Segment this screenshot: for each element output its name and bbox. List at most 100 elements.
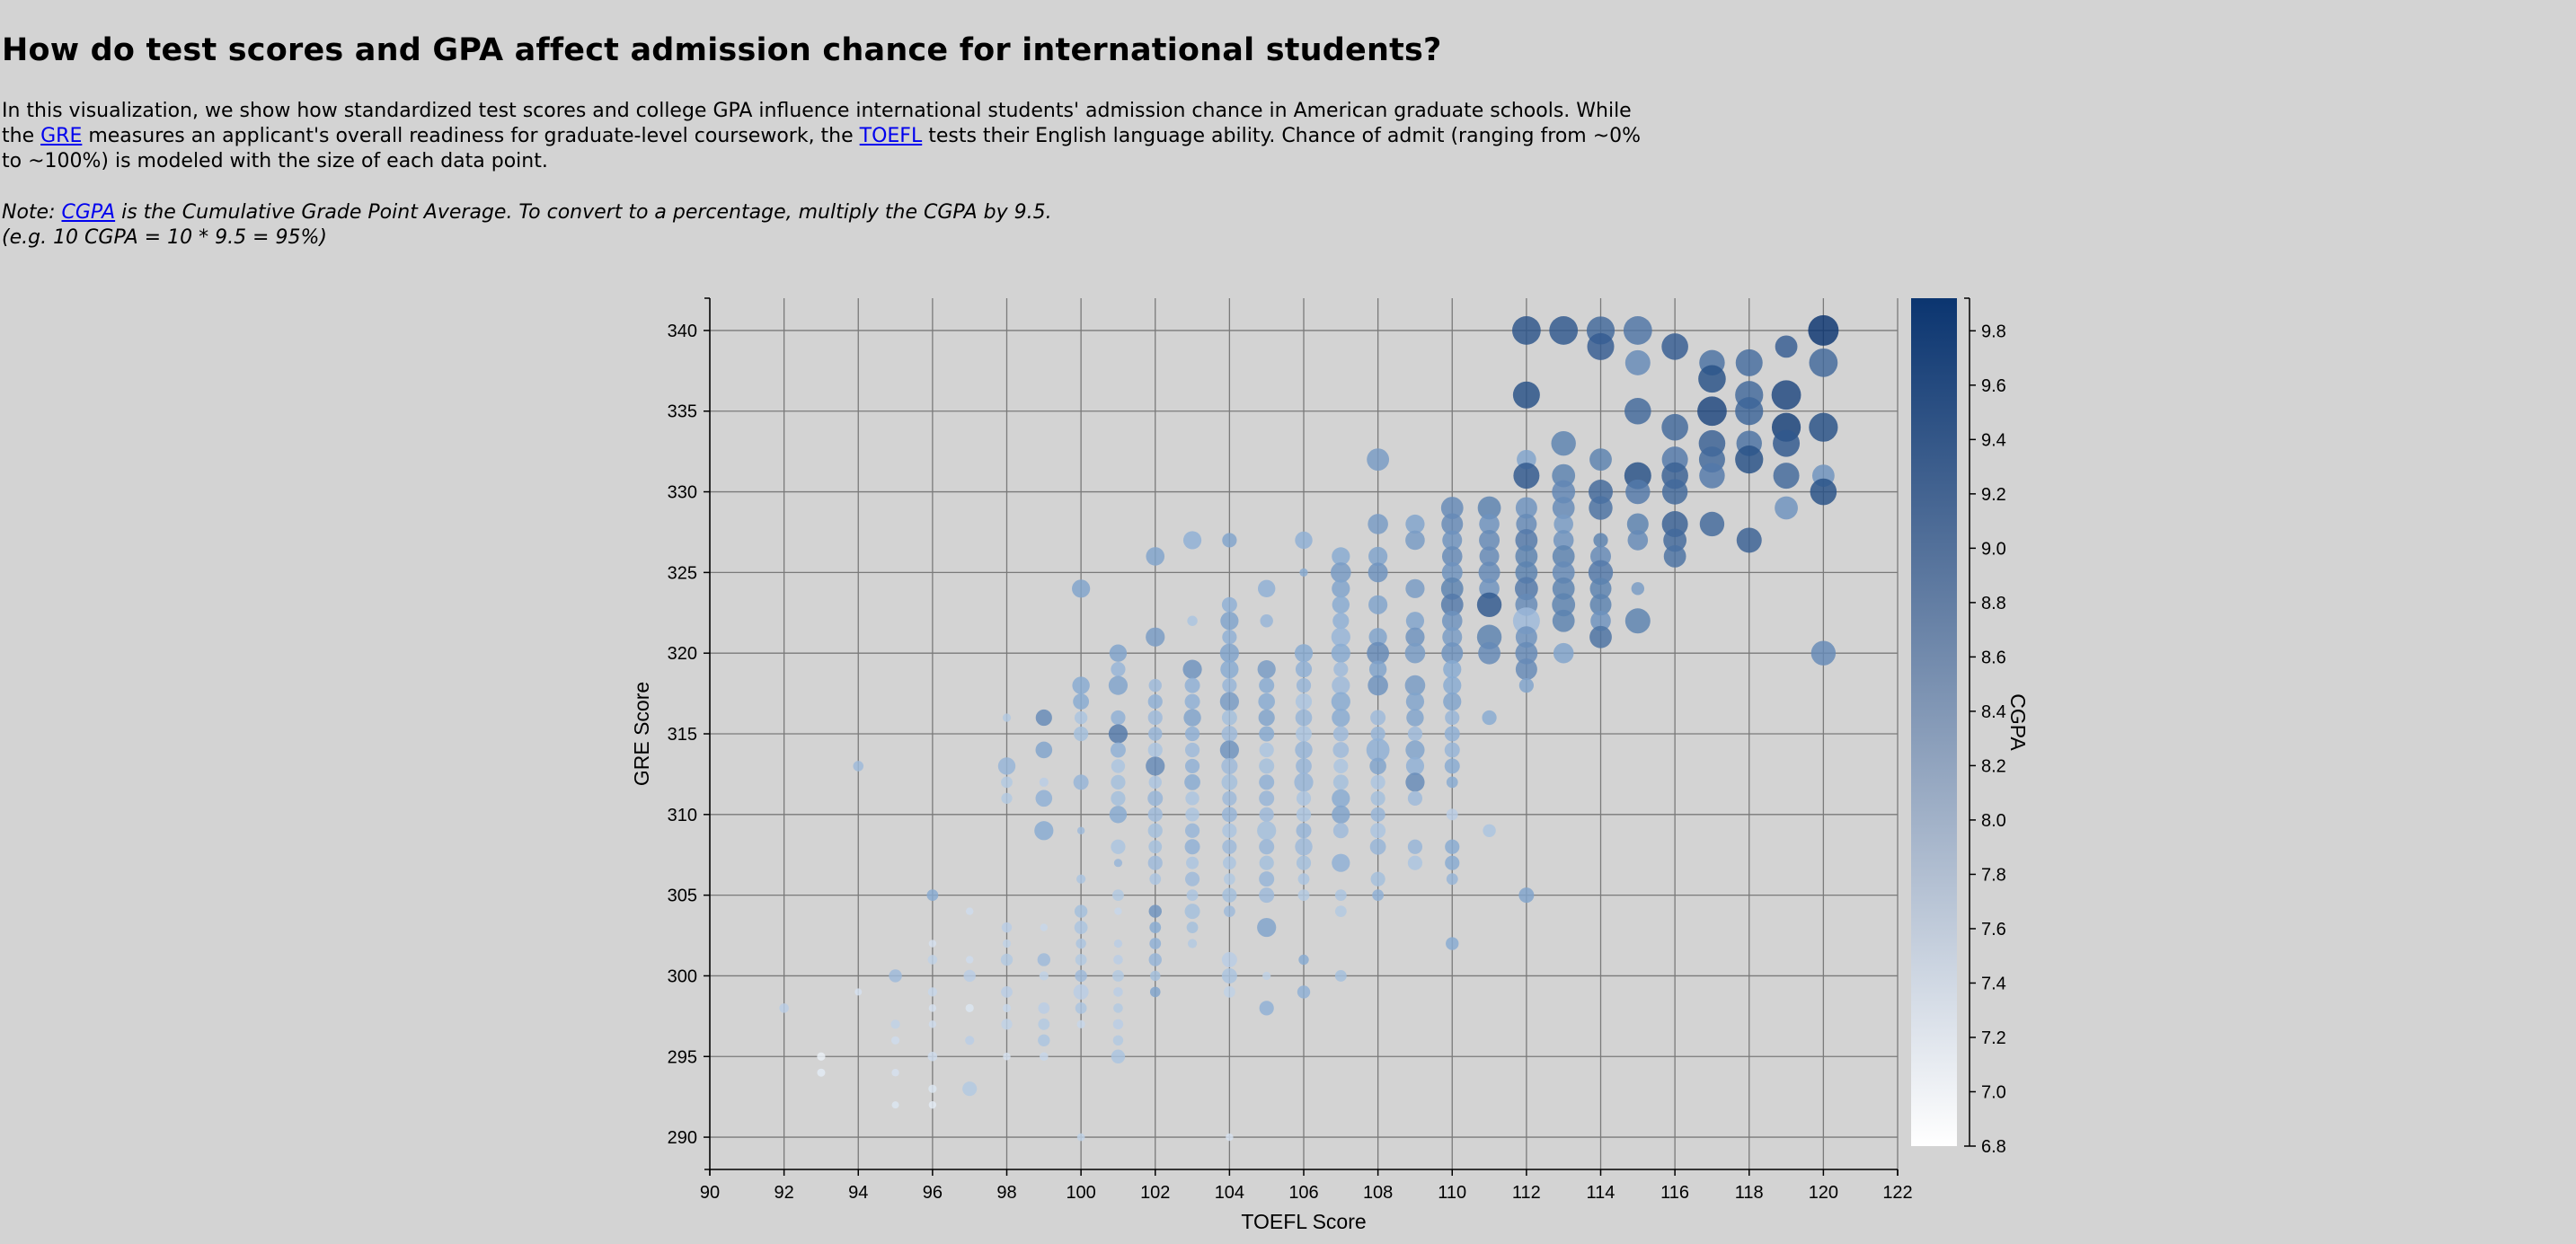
data-point (1407, 855, 1423, 870)
data-point (1259, 839, 1275, 855)
data-point (1222, 856, 1236, 870)
data-point (1072, 676, 1090, 694)
data-point (1184, 677, 1200, 693)
data-point (1334, 970, 1347, 982)
data-point (1076, 1019, 1085, 1028)
data-point (1149, 938, 1162, 949)
data-point (1588, 560, 1614, 586)
x-tick-label: 90 (700, 1183, 720, 1203)
data-point (1513, 463, 1540, 490)
data-point (1038, 1034, 1050, 1046)
y-tick-label: 320 (668, 644, 697, 664)
data-point (1295, 531, 1313, 550)
data-point (1589, 578, 1612, 600)
data-point (1184, 904, 1200, 920)
data-point (1296, 807, 1312, 822)
data-point (1404, 675, 1426, 696)
y-axis-label: GRE Score (630, 682, 653, 786)
data-point (1631, 582, 1645, 596)
axes: 90 92 94 96 98 100 102 104 106 108 110 112 114 116 118… (630, 297, 1913, 1233)
data-point (965, 1036, 975, 1045)
data-point (1699, 463, 1725, 489)
data-point (1515, 497, 1537, 519)
x-tick-label: 110 (1438, 1183, 1466, 1203)
data-point (1259, 855, 1274, 870)
data-point (1220, 660, 1239, 679)
data-point (1551, 430, 1576, 456)
data-point (891, 1101, 899, 1109)
toefl-link[interactable]: TOEFL (859, 125, 923, 147)
note-text: is the Cumulative Grade Point Average. T… (115, 201, 1052, 224)
data-point (1108, 675, 1129, 695)
data-point (1478, 641, 1500, 665)
data-point (1446, 873, 1458, 886)
data-point (1108, 724, 1129, 744)
data-point (1333, 662, 1349, 677)
x-tick-label: 120 (1809, 1183, 1838, 1203)
intro-text-3: tests their English language ability. Ch… (2, 125, 1642, 172)
data-point (1109, 806, 1128, 824)
data-point (817, 1052, 826, 1061)
data-point (1221, 757, 1238, 775)
data-point (854, 988, 863, 996)
data-point (1334, 889, 1347, 902)
data-point (1259, 742, 1274, 758)
data-point (1407, 726, 1423, 742)
data-point (1222, 887, 1237, 903)
colorbar-tick-label: 8.0 (1981, 811, 2006, 831)
cgpa-link[interactable]: CGPA (61, 201, 116, 224)
colorbar-tick-label: 9.4 (1981, 430, 2006, 450)
data-point (1479, 514, 1500, 534)
data-point (1552, 463, 1576, 488)
data-point (1332, 547, 1350, 566)
x-axis-label: TOEFL Score (1241, 1210, 1366, 1233)
data-point (1296, 678, 1312, 693)
data-point (1623, 316, 1652, 345)
x-tick-label: 106 (1288, 1183, 1318, 1203)
data-point (1771, 380, 1801, 410)
data-point (1182, 531, 1202, 550)
data-point (1113, 1003, 1123, 1013)
x-tick-label: 96 (923, 1183, 943, 1203)
data-point (1368, 628, 1387, 647)
colorbar-tick-label: 6.8 (1981, 1137, 2006, 1157)
data-point (1002, 1003, 1012, 1012)
data-point (1370, 823, 1386, 839)
data-point (1186, 889, 1199, 902)
data-point (1037, 953, 1051, 966)
data-point (1370, 807, 1385, 822)
data-point (1074, 921, 1088, 934)
data-point (1076, 826, 1085, 834)
data-point (1445, 710, 1460, 726)
data-point (1624, 608, 1651, 634)
data-point (1296, 726, 1312, 742)
data-point (1552, 609, 1575, 632)
data-point (1405, 756, 1425, 776)
data-point (927, 1051, 938, 1062)
data-point (1515, 641, 1538, 665)
data-point (1257, 917, 1277, 938)
intro-text-1: In this visualization, we show how stand… (2, 100, 1632, 147)
x-tick-label: 116 (1660, 1183, 1689, 1203)
data-point (1149, 986, 1161, 998)
data-point (1367, 641, 1390, 665)
data-point (1187, 615, 1198, 626)
data-point (1624, 397, 1651, 425)
note-example: (e.g. 10 CGPA = 10 * 9.5 = 95%) (2, 226, 327, 249)
gre-link[interactable]: GRE (40, 125, 83, 147)
data-point (1441, 610, 1463, 631)
data-point (1113, 987, 1123, 997)
data-point (1516, 513, 1537, 534)
data-point (1552, 593, 1576, 617)
data-point (1259, 790, 1275, 807)
data-point (1040, 923, 1049, 931)
data-point (1221, 807, 1237, 823)
data-point (1259, 774, 1275, 790)
data-point (1441, 513, 1464, 535)
data-point (1226, 1133, 1234, 1142)
data-point (1736, 527, 1762, 553)
data-point (1150, 970, 1161, 982)
colorbar-tick-label: 7.4 (1981, 974, 2006, 993)
y-tick-label: 290 (668, 1128, 697, 1148)
